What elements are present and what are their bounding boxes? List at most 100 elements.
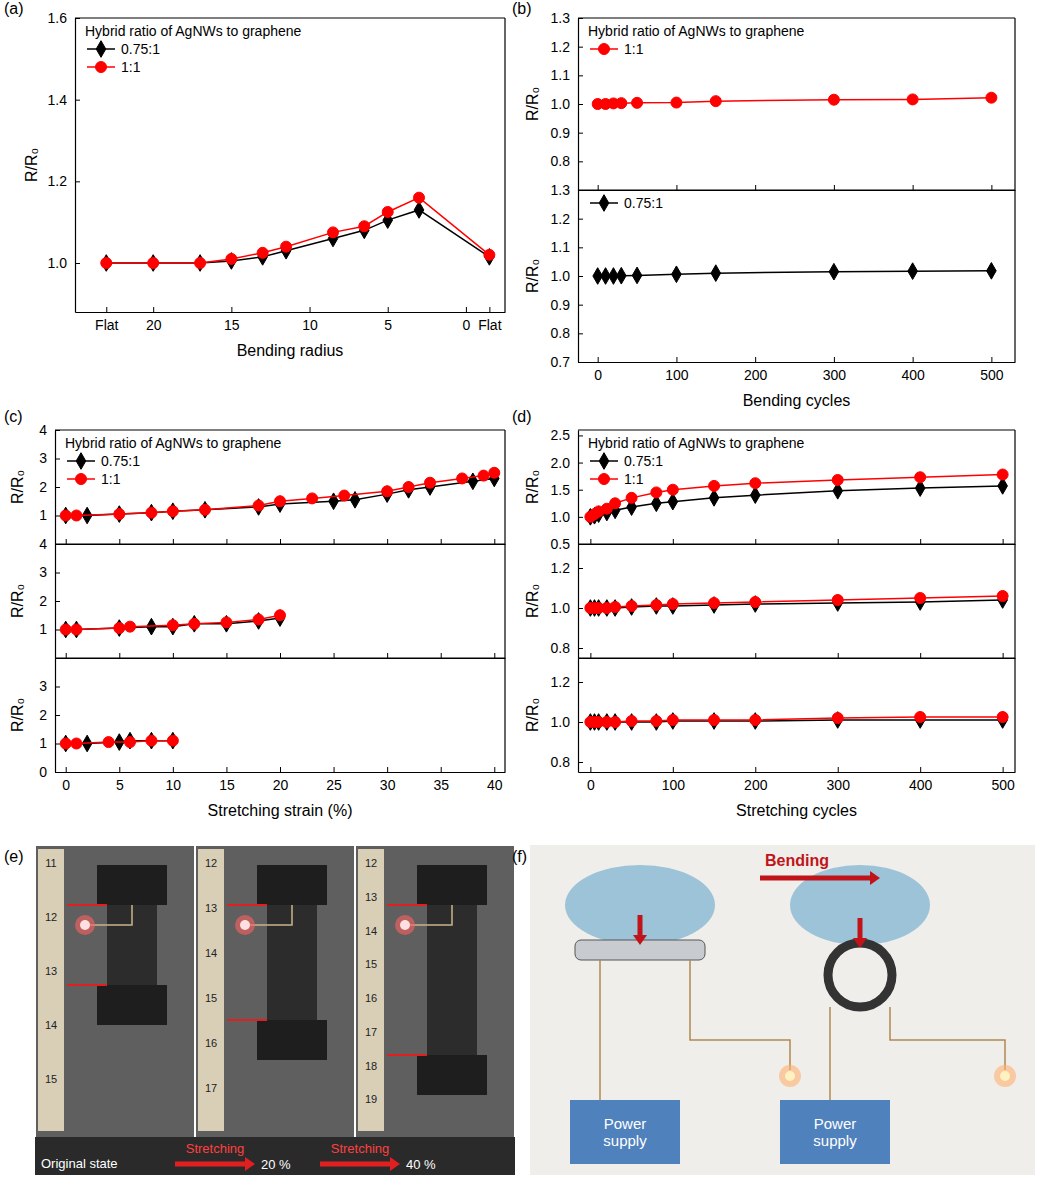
y-tick-label: 1.2 [551, 39, 571, 55]
y-tick-label: 3 [39, 678, 47, 694]
step-label: 40 % [406, 1157, 436, 1172]
series-line [106, 198, 489, 263]
y-axis-title: R/R₀ [9, 470, 26, 504]
legend: Hybrid ratio of AgNWs to graphene0.75:11… [85, 23, 302, 75]
data-point [328, 227, 339, 238]
photo-background [530, 845, 1035, 1175]
x-tick: 0 [594, 357, 602, 383]
y-axis: 0.70.80.91.01.11.21.3 [551, 182, 583, 370]
x-tick-mark [280, 653, 281, 658]
x-tick-mark [673, 767, 674, 772]
photo-frame [35, 845, 195, 1175]
y-tick-label: 1.2 [551, 674, 571, 690]
x-axis-line [56, 772, 506, 773]
y-tick: 1.1 [551, 239, 583, 255]
legend-marker [599, 195, 609, 212]
data-point [125, 621, 136, 632]
led [240, 920, 250, 930]
data-point [668, 713, 678, 730]
data-point [114, 620, 124, 637]
legend-title: Hybrid ratio of AgNWs to graphene [85, 23, 302, 39]
x-tick-mark [280, 539, 281, 544]
x-tick [66, 653, 67, 658]
ruler-label: 13 [365, 891, 377, 903]
x-tick-mark [173, 653, 174, 658]
y-tick-mark [578, 161, 583, 162]
plot-area [585, 591, 1008, 617]
data-point [168, 503, 178, 520]
data-point [709, 597, 719, 614]
y-axis-line [578, 431, 579, 545]
power-supply-label: Powersupply [603, 1115, 647, 1149]
x-tick-mark [1003, 653, 1004, 658]
y-tick-label: 1.0 [551, 600, 571, 616]
y-tick-mark [578, 75, 583, 76]
x-tick-mark [920, 767, 921, 772]
y-tick-label: 1.0 [551, 509, 571, 525]
arrow-head [853, 938, 867, 948]
legend: Hybrid ratio of AgNWs to graphene0.75:11… [588, 435, 805, 487]
y-tick-mark [578, 247, 583, 248]
x-tick-mark [590, 653, 591, 658]
state-label: Original state [41, 1156, 118, 1171]
y-tick-label: 1.0 [551, 96, 571, 112]
x-axis-title: Stretching strain (%) [208, 802, 353, 819]
led-glow [994, 1065, 1016, 1087]
x-tick-label: 500 [991, 777, 1015, 793]
x-tick: 15 [219, 767, 235, 793]
data-point [125, 737, 136, 748]
x-tick: 300 [827, 767, 851, 793]
y-tick: 1.0 [551, 96, 583, 112]
x-tick-mark [673, 539, 674, 544]
y-tick: 1 [39, 621, 60, 637]
x-tick-mark [441, 653, 442, 658]
x-tick-label: 15 [224, 317, 240, 333]
data-point [468, 473, 478, 490]
x-tick [173, 653, 174, 658]
x-tick-mark [676, 185, 677, 190]
x-tick-mark [387, 653, 388, 658]
legend-marker [96, 41, 106, 58]
y-tick-label: 0.9 [551, 125, 571, 141]
data-point [114, 509, 125, 520]
frame-top [75, 17, 505, 18]
ruler-label: 13 [205, 902, 217, 914]
data-point [828, 94, 839, 105]
data-point [71, 510, 82, 521]
data-point [750, 597, 761, 608]
plot-area [593, 263, 996, 285]
x-tick [119, 653, 120, 658]
chart-panel: 01002003004005000.81.01.2Stretching cycl… [524, 658, 1015, 819]
data-point [146, 507, 157, 518]
data-point [668, 598, 678, 615]
data-point [610, 600, 620, 617]
y-tick-mark [55, 516, 60, 517]
data-point [189, 618, 200, 629]
x-tick-label: Flat [478, 317, 501, 333]
x-tick [755, 185, 756, 190]
x-tick: 40 [487, 767, 503, 793]
x-tick-mark [838, 653, 839, 658]
arrow-label: Stretching [331, 1141, 390, 1156]
step-label: 20 % [261, 1157, 291, 1172]
x-tick [838, 539, 839, 544]
y-axis: 1.01.21.41.6 [48, 10, 80, 313]
data-point [915, 712, 926, 723]
x-tick: 500 [991, 767, 1015, 793]
x-tick [920, 653, 921, 658]
arrow-shaft [175, 1162, 247, 1167]
x-tick-label: 0 [463, 317, 471, 333]
panel-letter: (b) [512, 0, 532, 17]
data-point [414, 202, 424, 219]
data-point [168, 618, 178, 635]
x-tick-mark [838, 539, 839, 544]
y-tick-label: 2.0 [551, 455, 571, 471]
data-point [671, 97, 682, 108]
x-tick [676, 185, 677, 190]
x-axis [579, 185, 1016, 191]
x-tick-mark [66, 539, 67, 544]
frame-top [55, 429, 505, 430]
x-tick [590, 653, 591, 658]
y-tick-label: 1.5 [551, 482, 571, 498]
y-tick: 1.2 [551, 211, 583, 227]
